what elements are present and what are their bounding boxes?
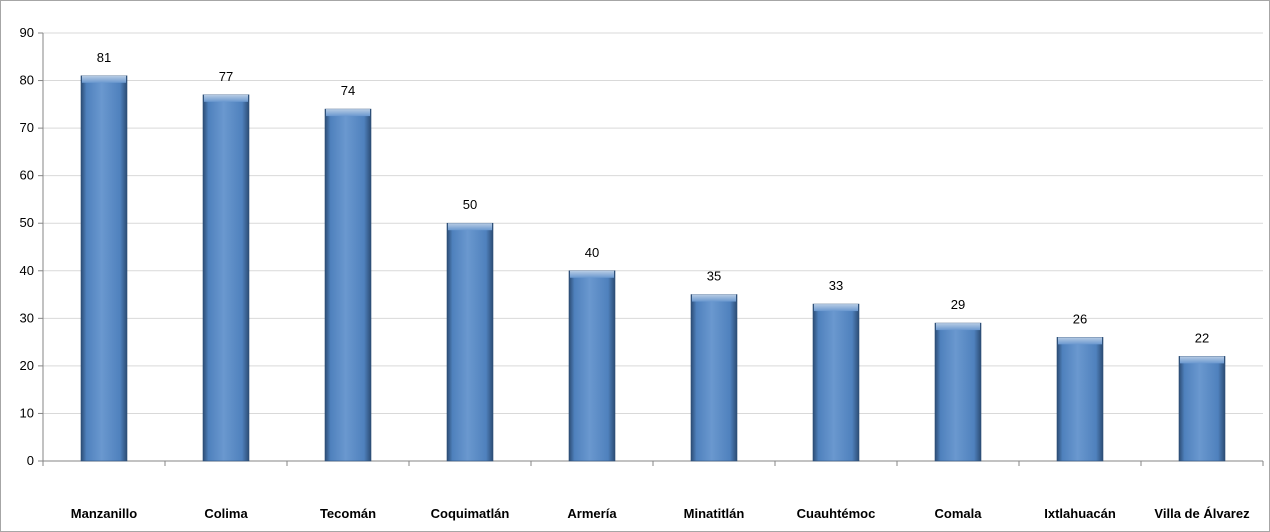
bar-highlight: [448, 223, 492, 231]
bar: [1056, 337, 1104, 462]
data-label: 81: [97, 50, 111, 65]
bars: [80, 75, 1226, 462]
bar: [690, 294, 738, 462]
x-tick-label: Cuauhtémoc: [797, 506, 876, 521]
bar: [934, 322, 982, 462]
bar: [1178, 356, 1226, 462]
bar: [202, 94, 250, 462]
bar: [324, 108, 372, 462]
bar-highlight: [814, 304, 858, 312]
x-tick-label: Comala: [935, 506, 983, 521]
x-tick-label: Tecomán: [320, 506, 376, 521]
x-tick-label: Ixtlahuacán: [1044, 506, 1116, 521]
bar: [446, 222, 494, 462]
x-tick-label: Manzanillo: [71, 506, 138, 521]
bar-highlight: [1180, 356, 1224, 364]
y-tick-label: 30: [20, 310, 34, 325]
data-label: 50: [463, 197, 477, 212]
data-label: 22: [1195, 330, 1209, 345]
data-label: 35: [707, 269, 721, 284]
labels: 0 10 20 30 40 50 60 70 80 90 81 Manzanillo 77 Colima 7…: [20, 25, 1251, 521]
bar: [812, 303, 860, 462]
y-tick-label: 10: [20, 405, 34, 420]
x-tick-label: Minatitlán: [684, 506, 745, 521]
y-tick-label: 70: [20, 120, 34, 135]
data-label: 29: [951, 297, 965, 312]
data-label: 33: [829, 278, 843, 293]
y-tick-label: 20: [20, 358, 34, 373]
bar-highlight: [82, 75, 126, 83]
data-label: 40: [585, 245, 599, 260]
bar-highlight: [570, 270, 614, 278]
y-tick-label: 60: [20, 168, 34, 183]
x-tick-label: Armería: [567, 506, 617, 521]
bar: [80, 75, 128, 462]
y-tick-label: 80: [20, 73, 34, 88]
bar-highlight: [692, 294, 736, 302]
x-tick-label: Colima: [204, 506, 248, 521]
bar: [568, 270, 616, 462]
data-label: 74: [341, 83, 355, 98]
bar-highlight: [1058, 337, 1102, 345]
y-tick-label: 90: [20, 25, 34, 40]
x-tick-label: Coquimatlán: [431, 506, 510, 521]
y-tick-label: 40: [20, 263, 34, 278]
y-tick-label: 50: [20, 215, 34, 230]
bar-highlight: [326, 109, 370, 117]
bar-highlight: [936, 323, 980, 331]
x-tick-label: Villa de Álvarez: [1154, 506, 1250, 521]
data-label: 77: [219, 69, 233, 84]
y-tick-label: 0: [27, 453, 34, 468]
bar-highlight: [204, 94, 248, 102]
data-label: 26: [1073, 311, 1087, 326]
